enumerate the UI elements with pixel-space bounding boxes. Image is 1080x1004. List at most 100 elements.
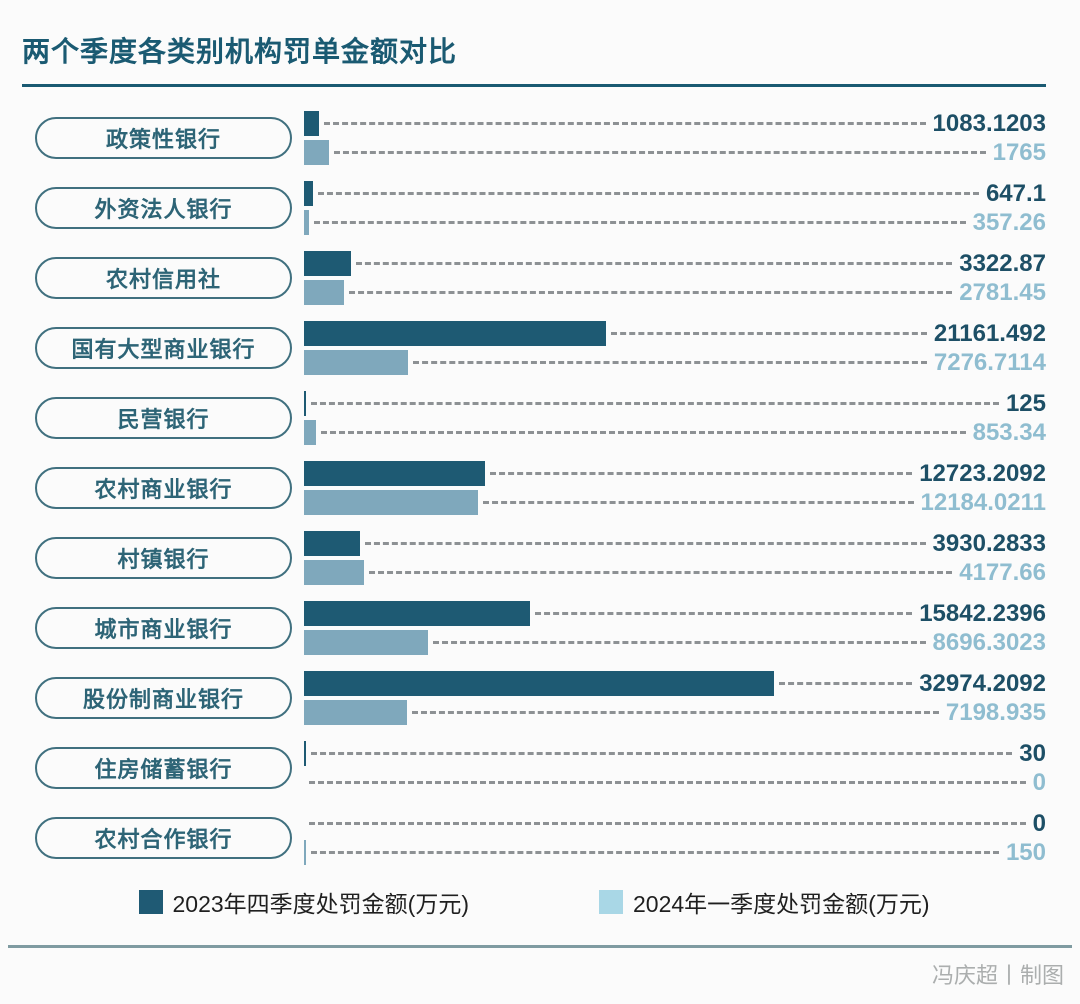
bar-lines: 30 0 <box>304 741 1046 795</box>
bar-line-2024-q1: 1765 <box>304 140 1046 165</box>
category-pill: 股份制商业银行 <box>35 677 292 719</box>
value-2023-q4: 125 <box>1005 390 1046 417</box>
category-pill: 国有大型商业银行 <box>35 327 292 369</box>
bar-lines: 125 853.34 <box>304 391 1046 445</box>
category-pill: 民营银行 <box>35 397 292 439</box>
bar-lines: 21161.492 7276.7114 <box>304 321 1046 375</box>
bar-lines: 1083.1203 1765 <box>304 111 1046 165</box>
category-pill: 住房储蓄银行 <box>35 747 292 789</box>
category-label: 住房储蓄银行 <box>94 757 233 782</box>
category-pill: 农村商业银行 <box>35 467 292 509</box>
chart-row: 政策性银行 1083.1203 1765 <box>35 111 1046 165</box>
chart-row: 农村信用社 3322.87 2781.45 <box>35 251 1046 305</box>
dash-line <box>610 332 927 335</box>
bar-line-2023-q4: 21161.492 <box>304 321 1046 346</box>
bar-lines: 0 150 <box>304 811 1046 865</box>
title-underline <box>22 84 1046 87</box>
value-2023-q4: 15842.2396 <box>919 600 1046 627</box>
legend-swatch-2023-q4-icon <box>138 890 163 914</box>
footer-divider <box>8 945 1072 948</box>
bar-line-2023-q4: 32974.2092 <box>304 671 1046 696</box>
category-pill: 政策性银行 <box>35 117 292 159</box>
bar-2024-q1 <box>304 140 330 165</box>
chart-row: 外资法人银行 647.1 357.26 <box>35 181 1046 235</box>
infographic-page: 两个季度各类别机构罚单金额对比 政策性银行 1083.1203 1765 外资法… <box>22 36 1046 919</box>
dash-line <box>314 221 966 224</box>
legend-item-2024-q1: 2024年一季度处罚金额(万元) <box>599 885 929 919</box>
dash-line <box>348 291 953 294</box>
bar-lines: 32974.2092 7198.935 <box>304 671 1046 725</box>
value-2023-q4: 1083.1203 <box>932 110 1046 137</box>
chart-row: 城市商业银行 15842.2396 8696.3023 <box>35 601 1046 655</box>
bar-2023-q4 <box>304 111 320 136</box>
bar-2023-q4 <box>304 531 361 556</box>
value-2024-q1: 8696.3023 <box>932 629 1046 656</box>
category-label: 城市商业银行 <box>94 617 233 642</box>
bar-line-2023-q4: 647.1 <box>304 181 1046 206</box>
bar-line-2024-q1: 7276.7114 <box>304 350 1046 375</box>
value-2024-q1: 12184.0211 <box>920 489 1046 516</box>
value-2024-q1: 357.26 <box>972 209 1046 236</box>
value-2024-q1: 7198.935 <box>945 699 1046 726</box>
category-label: 民营银行 <box>117 407 210 432</box>
bar-2023-q4 <box>304 601 530 626</box>
dash-line <box>482 501 914 504</box>
page-title: 两个季度各类别机构罚单金额对比 <box>22 36 458 67</box>
value-2024-q1: 853.34 <box>972 419 1046 446</box>
bar-line-2023-q4: 3930.2833 <box>304 531 1046 556</box>
dash-line <box>311 402 999 405</box>
value-2024-q1: 2781.45 <box>959 279 1046 306</box>
value-2023-q4: 0 <box>1032 810 1046 837</box>
value-2024-q1: 4177.66 <box>959 559 1046 586</box>
dash-line <box>779 682 913 685</box>
bar-2023-q4 <box>304 461 486 486</box>
bar-line-2024-q1: 4177.66 <box>304 560 1046 585</box>
bar-2023-q4 <box>304 741 306 766</box>
value-2023-q4: 21161.492 <box>933 320 1046 347</box>
dash-line <box>334 151 986 154</box>
chart-row: 住房储蓄银行 30 0 <box>35 741 1046 795</box>
bar-2023-q4 <box>304 671 774 696</box>
dash-line <box>309 822 1026 825</box>
bar-lines: 3322.87 2781.45 <box>304 251 1046 305</box>
category-pill: 村镇银行 <box>35 537 292 579</box>
bar-2024-q1 <box>304 700 407 725</box>
dash-line <box>534 612 913 615</box>
dash-line <box>318 192 979 195</box>
bar-line-2023-q4: 1083.1203 <box>304 111 1046 136</box>
bar-2024-q1 <box>304 490 478 515</box>
value-2023-q4: 12723.2092 <box>919 460 1046 487</box>
dash-line <box>311 851 999 854</box>
bar-2024-q1 <box>304 350 408 375</box>
dash-line <box>368 571 953 574</box>
category-label: 外资法人银行 <box>94 197 233 222</box>
value-2023-q4: 32974.2092 <box>919 670 1046 697</box>
bar-line-2024-q1: 853.34 <box>304 420 1046 445</box>
dash-line <box>311 752 1013 755</box>
bar-2024-q1 <box>304 210 310 235</box>
bar-line-2024-q1: 2781.45 <box>304 280 1046 305</box>
bar-2024-q1 <box>304 630 428 655</box>
bar-line-2024-q1: 150 <box>304 840 1046 865</box>
dash-line <box>324 122 926 125</box>
bar-2024-q1 <box>304 420 317 445</box>
value-2024-q1: 1765 <box>992 139 1046 166</box>
bar-lines: 15842.2396 8696.3023 <box>304 601 1046 655</box>
legend-label-2024-q1: 2024年一季度处罚金额(万元) <box>633 891 930 917</box>
bar-2023-q4 <box>304 321 606 346</box>
bar-line-2024-q1: 8696.3023 <box>304 630 1046 655</box>
bar-line-2023-q4: 125 <box>304 391 1046 416</box>
value-2024-q1: 0 <box>1032 769 1046 796</box>
bar-2024-q1 <box>304 560 364 585</box>
category-label: 农村合作银行 <box>94 827 233 852</box>
chart-row: 民营银行 125 853.34 <box>35 391 1046 445</box>
bar-2023-q4 <box>304 181 314 206</box>
legend-item-2023-q4: 2023年四季度处罚金额(万元) <box>138 885 469 919</box>
bar-2023-q4 <box>304 251 352 276</box>
category-label: 政策性银行 <box>105 127 221 152</box>
legend: 2023年四季度处罚金额(万元) 2024年一季度处罚金额(万元) <box>22 885 1046 919</box>
value-2023-q4: 3322.87 <box>959 250 1046 277</box>
value-2023-q4: 647.1 <box>985 180 1046 207</box>
bar-line-2023-q4: 0 <box>304 811 1046 836</box>
legend-label-2023-q4: 2023年四季度处罚金额(万元) <box>172 891 469 917</box>
